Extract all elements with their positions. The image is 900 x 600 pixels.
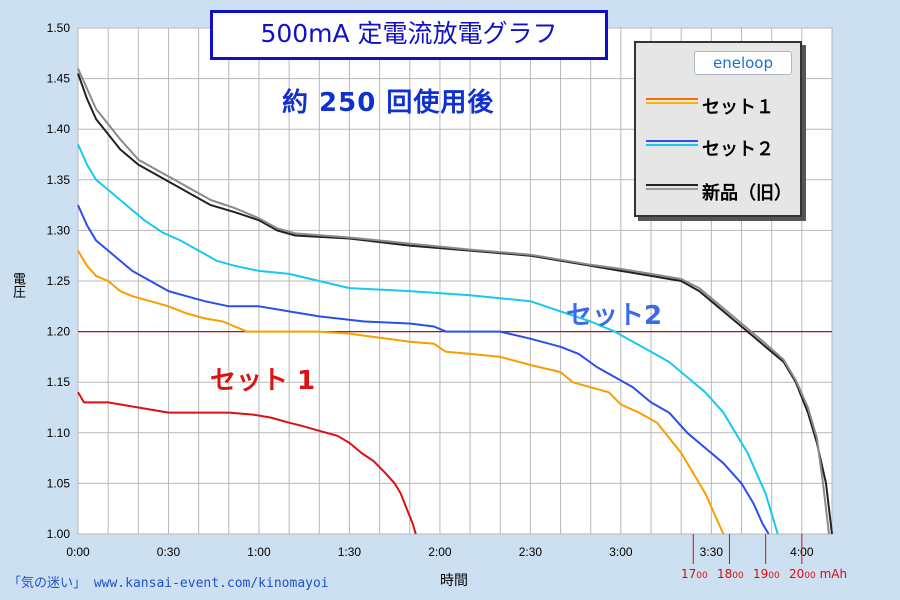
annotation-set2: セット2 xyxy=(566,301,663,331)
y-tick-label: 1.15 xyxy=(47,375,71,389)
mah-label-1900: 1900 xyxy=(753,567,780,581)
y-tick-label: 1.10 xyxy=(47,426,71,440)
series-line-1 xyxy=(77,250,725,535)
legend-swatch-new-a xyxy=(646,184,698,186)
x-tick-label: 3:30 xyxy=(700,545,724,559)
series-line-2 xyxy=(77,204,770,535)
x-tick-label: 2:00 xyxy=(428,545,452,559)
credit-text: 「気の迷い」 www.kansai-event.com/kinomayoi xyxy=(8,576,329,591)
y-tick-label: 1.45 xyxy=(47,72,71,86)
legend-swatch-set2-a xyxy=(646,140,698,142)
y-tick-label: 1.25 xyxy=(47,274,71,288)
y-axis-label: 電圧 xyxy=(10,272,25,298)
y-tick-label: 1.40 xyxy=(47,122,71,136)
y-tick-label: 1.35 xyxy=(47,173,71,187)
x-tick-label: 1:30 xyxy=(338,545,362,559)
legend-label-set1: セット１ xyxy=(702,97,774,118)
x-axis-label: 時間 xyxy=(440,573,468,589)
legend-item-new: 新品（旧） xyxy=(644,171,800,211)
legend-label-set2: セット２ xyxy=(702,139,774,160)
legend-item-set2: セット２ xyxy=(644,127,800,167)
y-tick-label: 1.20 xyxy=(47,325,71,339)
eneloop-logo: eneloop xyxy=(694,51,792,75)
y-tick-label: 1.30 xyxy=(47,223,71,237)
x-tick-label: 3:00 xyxy=(609,545,633,559)
legend-swatch-set1-b xyxy=(646,102,698,104)
annotation-set1: セット 1 xyxy=(210,366,316,396)
series-line-3 xyxy=(77,143,779,535)
mah-label-1700: 1700 xyxy=(681,567,708,581)
legend-item-set1: セット１ xyxy=(644,85,800,125)
chart-subtitle: 約 250 回使用後 xyxy=(282,88,495,118)
x-tick-label: 0:00 xyxy=(66,545,90,559)
series-line-0 xyxy=(77,391,417,535)
legend-swatch-set1-a xyxy=(646,98,698,100)
chart-legend: eneloop セット１ セット２ 新品（旧） xyxy=(634,41,802,217)
legend-swatch-set2-b xyxy=(646,144,698,146)
x-tick-label: 1:00 xyxy=(247,545,271,559)
x-tick-label: 2:30 xyxy=(519,545,543,559)
y-tick-label: 1.05 xyxy=(47,476,71,490)
y-tick-label: 1.50 xyxy=(47,21,71,35)
mah-label-1800: 1800 xyxy=(717,567,744,581)
legend-label-new: 新品（旧） xyxy=(702,183,792,204)
chart-title: 500mA 定電流放電グラフ xyxy=(210,10,608,60)
legend-swatch-new-b xyxy=(646,188,698,190)
series-line-5 xyxy=(77,68,830,535)
mah-label-2000: 2000 mAh xyxy=(789,567,848,581)
y-tick-label: 1.00 xyxy=(47,527,71,541)
x-tick-label: 0:30 xyxy=(157,545,181,559)
